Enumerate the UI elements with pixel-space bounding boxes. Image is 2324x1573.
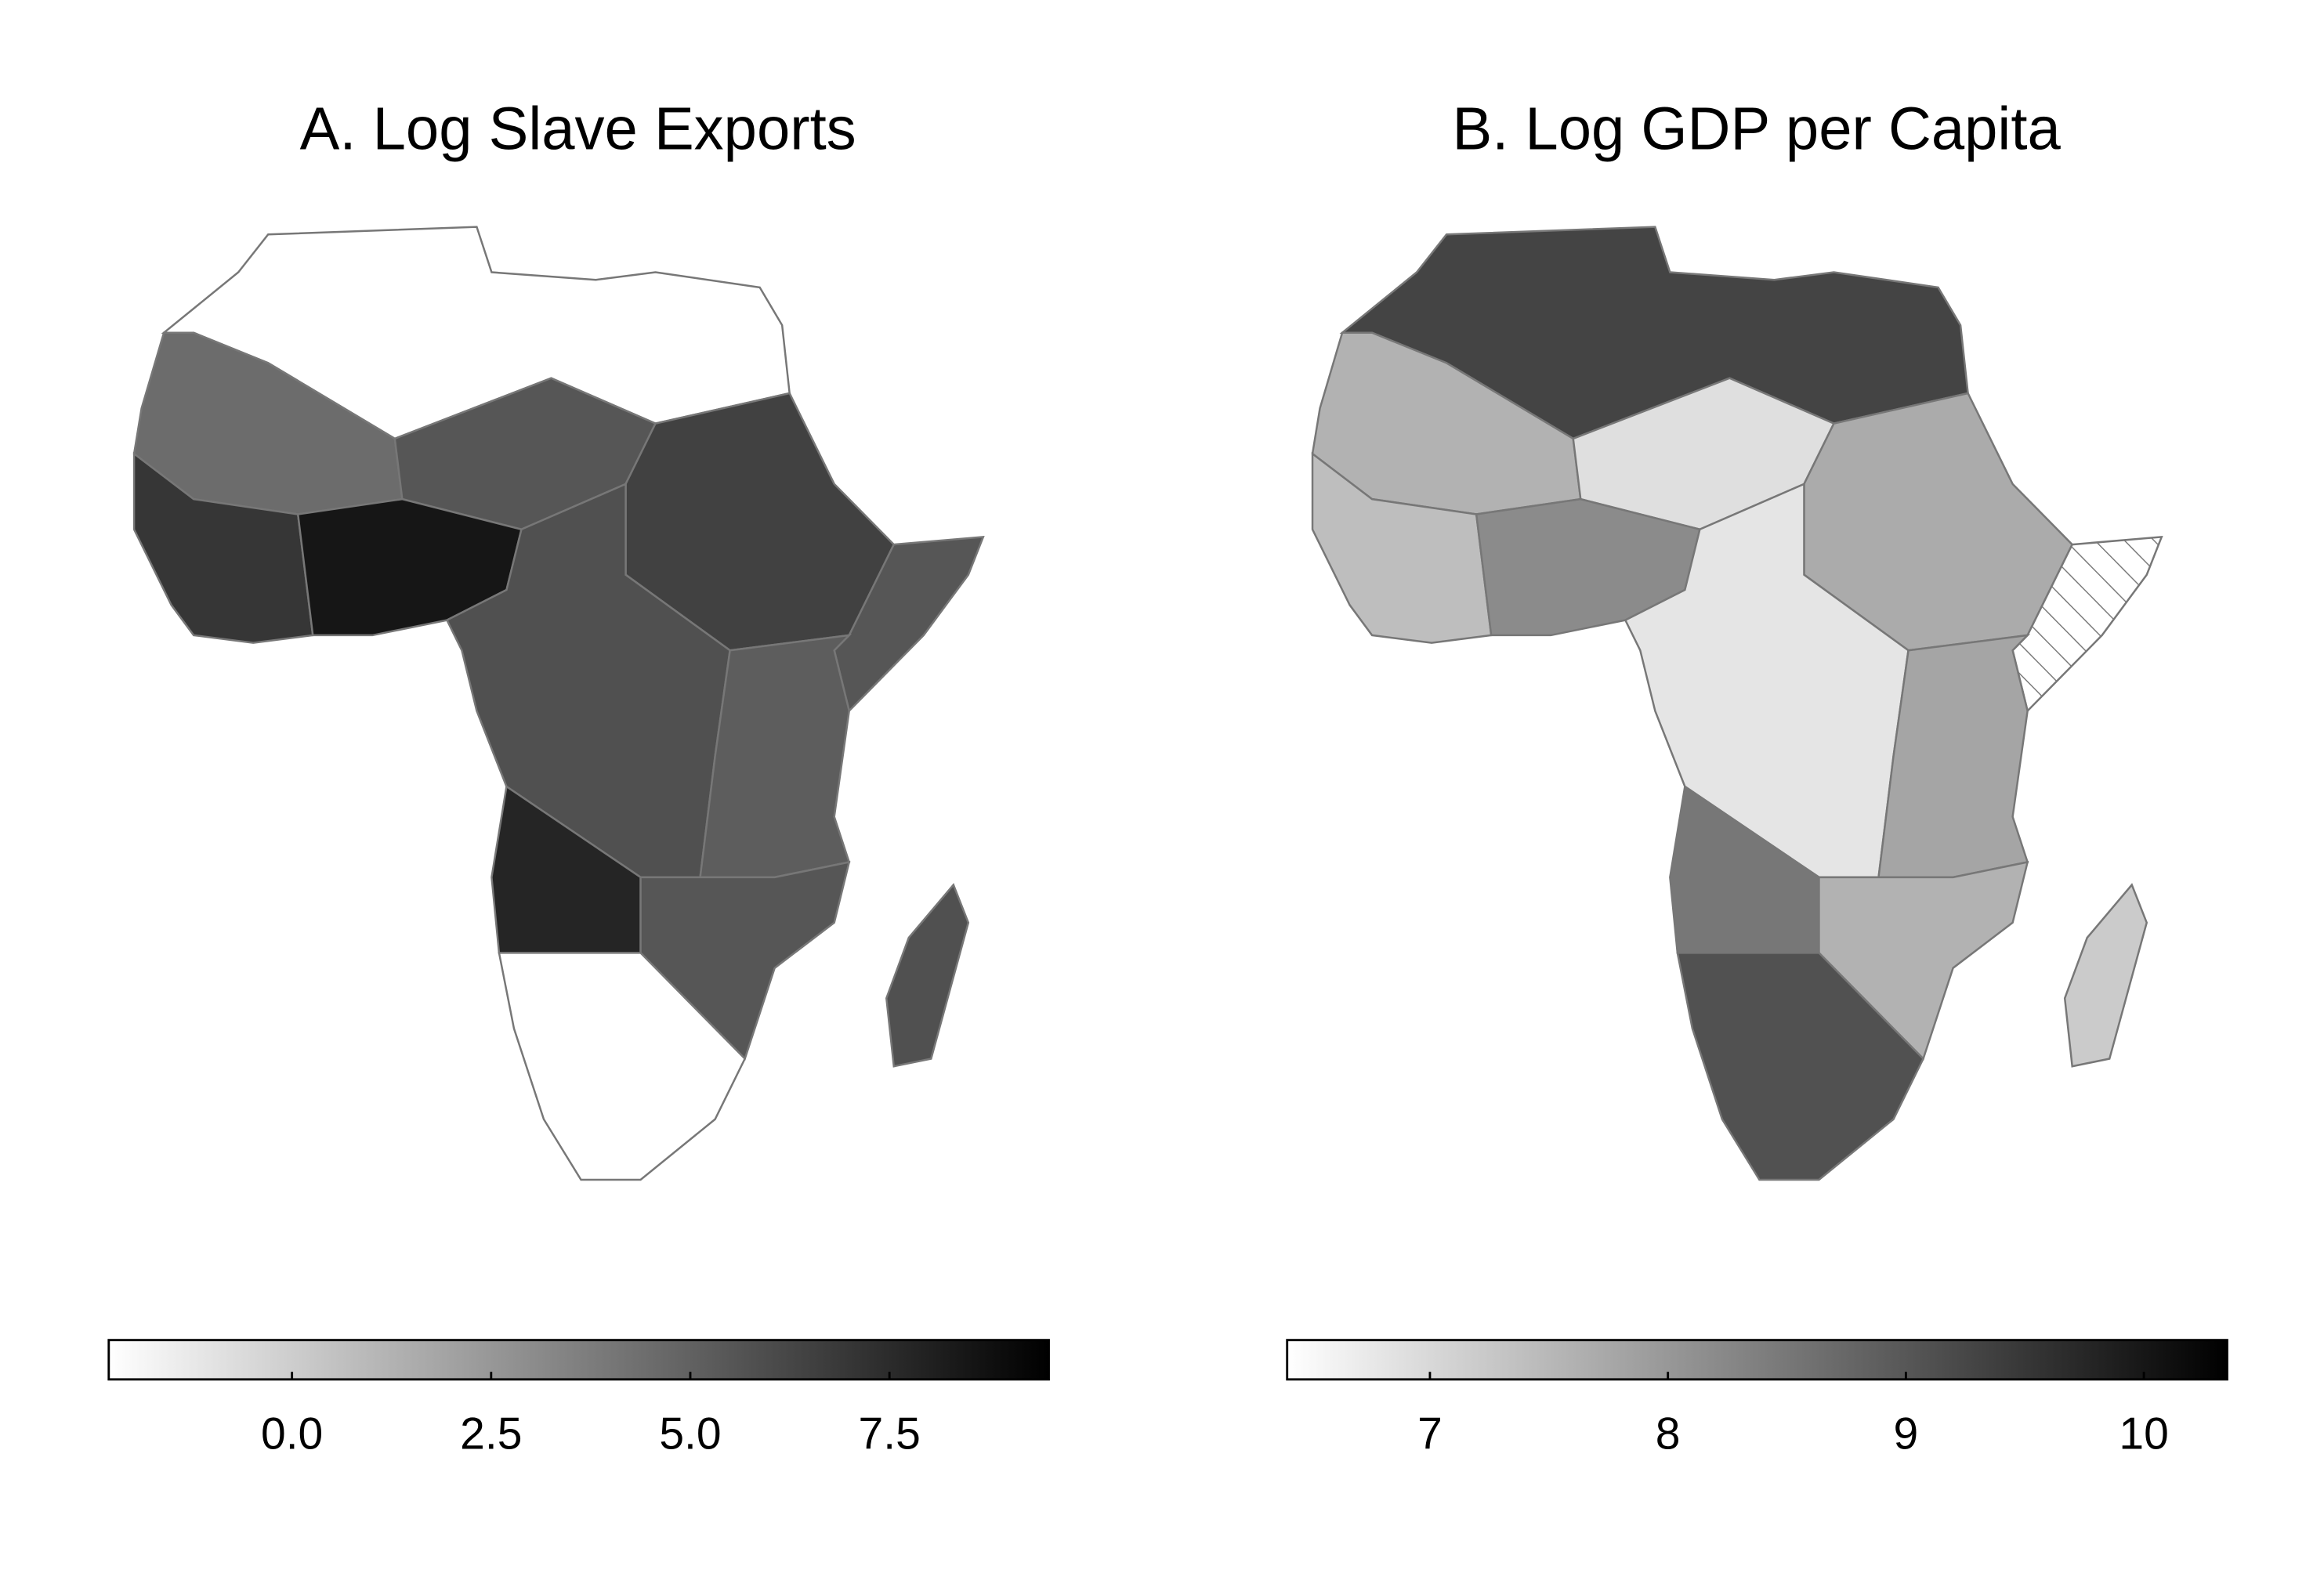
country-region (1676, 952, 1925, 1181)
country-region (2063, 883, 2148, 1068)
colorbar-tick-label: 7.5 (859, 1408, 921, 1459)
country-region (132, 451, 314, 644)
country-region (498, 952, 747, 1181)
colorbar-tick-label: 7 (1417, 1408, 1443, 1459)
panel-title: B. Log GDP per Capita (1452, 96, 2061, 163)
country-region (885, 883, 970, 1068)
colorbar-tick-label: 5.0 (659, 1408, 721, 1459)
colorbar (107, 1339, 1050, 1381)
colorbar-tick-label: 8 (1656, 1408, 1681, 1459)
colorbar-tick-label: 2.5 (460, 1408, 522, 1459)
colorbar-tick-label: 9 (1894, 1408, 1919, 1459)
map-panel: A. Log Slave Exports 0.0 2.5 5.0 7.5 (107, 96, 1050, 1459)
colorbar-tick-label: 0.0 (261, 1408, 323, 1459)
colorbar-tick-label: 10 (2119, 1408, 2168, 1459)
country-region (1877, 634, 2031, 879)
country-region (699, 634, 852, 879)
panel-title: A. Log Slave Exports (300, 96, 856, 163)
colorbar (1286, 1339, 2228, 1381)
map-panel: B. Log GDP per Capita 7 8 9 10 (1286, 96, 2228, 1459)
country-region (1311, 451, 1493, 644)
